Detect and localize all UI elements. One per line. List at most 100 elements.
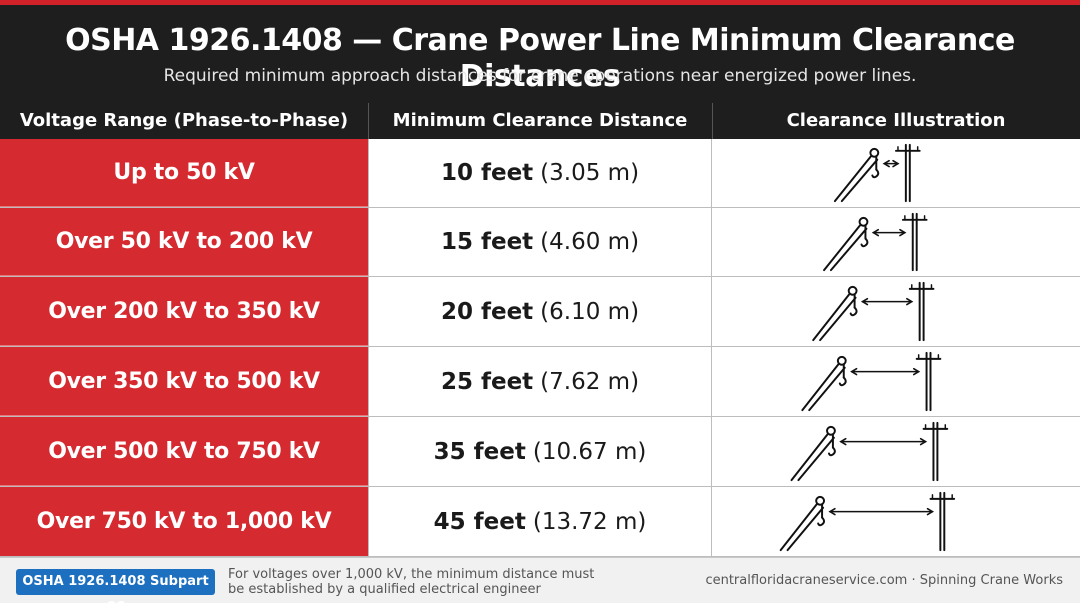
hook-shape xyxy=(817,516,826,527)
utility-pole-icon xyxy=(915,351,942,412)
clearance-distance-cell: 45 feet (13.72 m) xyxy=(368,487,712,556)
clearance-illustration-cell xyxy=(712,208,1080,276)
hook-shape xyxy=(827,446,836,457)
hook-icon xyxy=(849,293,858,317)
double-arrow-icon xyxy=(839,437,928,446)
boom-line xyxy=(801,362,840,412)
distance-meters: (7.62 m) xyxy=(540,368,640,395)
boom-line xyxy=(808,366,846,412)
voltage-range-label: Over 200 kV to 350 kV xyxy=(48,298,320,324)
voltage-range-label: Up to 50 kV xyxy=(113,160,255,185)
boom-tip-sheave xyxy=(847,285,858,296)
clearance-illustration-cell xyxy=(712,347,1080,416)
voltage-range-label: Over 500 kV to 750 kV xyxy=(48,438,320,464)
hook-icon xyxy=(871,155,880,179)
boom-tip-sheave xyxy=(869,147,880,158)
osha-subpart-badge: OSHA 1926.1408 Subpart CC xyxy=(16,569,215,603)
voltage-range-cell: Over 500 kV to 750 kV xyxy=(0,417,368,486)
boom-line xyxy=(779,502,819,552)
hook-icon xyxy=(827,433,836,457)
boom-line xyxy=(797,436,835,482)
voltage-range-label: Over 50 kV to 200 kV xyxy=(55,229,313,254)
crane-boom-icon xyxy=(801,355,847,412)
table-row: Over 350 kV to 500 kV 25 feet (7.62 m) xyxy=(0,347,1080,417)
clearance-illustration xyxy=(801,351,942,412)
boom-line xyxy=(833,154,873,203)
clearance-distance-cell: 20 feet (6.10 m) xyxy=(368,277,712,346)
distance-meters: (3.05 m) xyxy=(540,160,640,186)
clearance-distance-cell: 10 feet (3.05 m) xyxy=(368,139,712,207)
boom-tip-sheave xyxy=(858,216,869,227)
boom-line xyxy=(840,158,879,203)
table-row: Over 200 kV to 350 kV 20 feet (6.10 m) xyxy=(0,277,1080,347)
boom-tip-sheave xyxy=(815,495,826,506)
crane-boom-icon xyxy=(779,495,826,552)
hook-icon xyxy=(860,224,869,248)
hook-shape xyxy=(849,306,858,317)
arrow-head-left xyxy=(850,367,858,376)
utility-pole-icon xyxy=(901,212,928,272)
boom-line xyxy=(819,296,857,342)
table-row: Over 500 kV to 750 kV 35 feet (10.67 m) xyxy=(0,417,1080,487)
double-arrow-icon xyxy=(871,228,907,237)
column-header-distance: Minimum Clearance Distance xyxy=(392,110,688,131)
page-subtitle: Required minimum approach distances for … xyxy=(163,66,917,86)
utility-pole-icon xyxy=(908,281,935,342)
double-arrow-icon xyxy=(828,507,935,516)
footer-note-line-1: For voltages over 1,000 kV, the minimum … xyxy=(228,567,595,582)
clearance-illustration-cell xyxy=(712,417,1080,486)
crane-boom-icon xyxy=(823,216,869,272)
boom-tip-sheave xyxy=(836,355,847,366)
column-divider xyxy=(368,103,369,139)
distance-meters: (4.60 m) xyxy=(540,229,640,255)
hook-shape xyxy=(860,237,869,248)
distance-meters: (10.67 m) xyxy=(532,438,647,465)
boom-line xyxy=(790,432,829,482)
footer-note: For voltages over 1,000 kV, the minimum … xyxy=(228,567,608,597)
table-header: Voltage Range (Phase-to-Phase) Minimum C… xyxy=(0,103,1080,139)
column-header-illustration: Clearance Illustration xyxy=(786,110,1006,131)
distance-meters: (6.10 m) xyxy=(540,298,640,325)
distance-feet: 25 feet xyxy=(440,368,534,395)
arrow-head-right xyxy=(906,297,914,306)
arrow-head-right xyxy=(912,367,921,376)
clearance-illustration xyxy=(790,421,949,482)
column-divider xyxy=(712,103,713,139)
arrow-head-right xyxy=(926,507,935,516)
arrow-head-right xyxy=(899,228,907,237)
arrow-head-left xyxy=(828,507,836,516)
clearance-illustration-cell xyxy=(712,139,1080,207)
table-row: Over 50 kV to 200 kV 15 feet (4.60 m) xyxy=(0,208,1080,277)
voltage-range-cell: Over 50 kV to 200 kV xyxy=(0,208,368,276)
utility-pole-icon xyxy=(922,421,949,482)
arrow-head-left xyxy=(871,228,880,237)
hook-shape xyxy=(838,376,847,387)
boom-line xyxy=(823,223,862,272)
distance-feet: 35 feet xyxy=(433,438,526,465)
double-arrow-icon xyxy=(860,297,914,306)
table-row: Over 750 kV to 1,000 kV 45 feet (13.72 m) xyxy=(0,487,1080,557)
crane-boom-icon xyxy=(812,285,858,342)
page-header: OSHA 1926.1408 — Crane Power Line Minimu… xyxy=(0,5,1080,103)
column-header-voltage: Voltage Range (Phase-to-Phase) xyxy=(19,110,349,131)
clearance-illustration xyxy=(812,281,935,342)
double-arrow-icon xyxy=(850,367,921,376)
clearance-illustration-cell xyxy=(712,487,1080,556)
arrow-head-left xyxy=(882,159,890,168)
arrow-head-right xyxy=(892,159,900,168)
utility-pole-icon xyxy=(929,491,956,552)
clearance-illustration xyxy=(779,491,956,552)
voltage-range-cell: Over 750 kV to 1,000 kV xyxy=(0,487,368,556)
crane-boom-icon xyxy=(790,425,836,482)
distance-meters: (13.72 m) xyxy=(532,508,647,535)
page-footer: OSHA 1926.1408 Subpart CC For voltages o… xyxy=(0,557,1080,603)
clearance-illustration xyxy=(823,212,928,272)
clearance-illustration xyxy=(833,143,921,203)
clearance-distance-cell: 35 feet (10.67 m) xyxy=(368,417,712,486)
arrow-head-right xyxy=(919,437,928,446)
table-row: Up to 50 kV 10 feet (3.05 m) xyxy=(0,139,1080,208)
hook-icon xyxy=(817,503,826,527)
footer-note-line-2: be established by a qualified electrical… xyxy=(228,582,541,597)
clearance-illustration-cell xyxy=(712,277,1080,346)
double-arrow-icon xyxy=(882,159,900,168)
